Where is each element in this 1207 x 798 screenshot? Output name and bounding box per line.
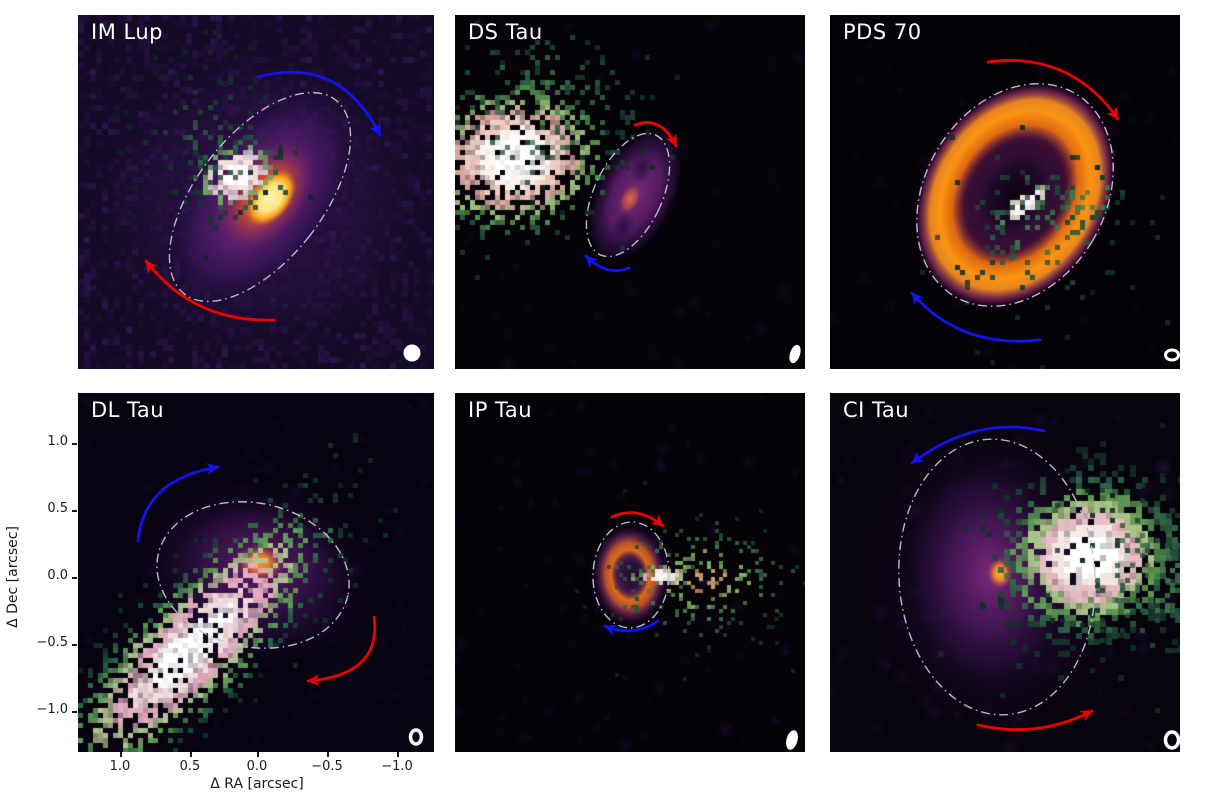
orbit-ellipse	[916, 83, 1114, 307]
orbit-ellipse	[898, 438, 1096, 716]
x-tick-mark	[397, 752, 399, 757]
x-tick-mark	[190, 752, 192, 757]
x-tick-label: −0.5	[311, 759, 343, 774]
orbit-ellipse	[585, 132, 671, 258]
rotation-arrow-red	[144, 259, 276, 322]
rotation-arrow-blue	[256, 70, 382, 137]
y-tick-mark	[72, 711, 77, 713]
x-axis-label: Δ RA [arcsec]	[210, 776, 304, 792]
rotation-arrow-red	[633, 121, 678, 148]
panel-title: DL Tau	[91, 398, 165, 422]
panel-overlay	[592, 511, 798, 750]
x-tick-label: 0.0	[246, 759, 268, 774]
beam-icon	[403, 344, 421, 362]
x-tick-mark	[120, 752, 122, 757]
rotation-arrow-blue	[910, 425, 1046, 465]
orbit-ellipse	[592, 521, 670, 629]
x-tick-label: 1.0	[109, 759, 131, 774]
panel-ci-tau: CI Tau	[830, 393, 1180, 752]
panel-title: PDS 70	[843, 20, 922, 44]
rotation-arrow-red	[306, 615, 377, 687]
panel-overlay	[584, 121, 801, 364]
rotation-arrow-blue	[910, 291, 1042, 343]
beam-icon	[408, 728, 424, 746]
panel-overlay	[136, 462, 424, 746]
rotation-arrow-blue	[584, 254, 631, 273]
rotation-arrow-red	[610, 511, 665, 528]
x-tick-mark	[257, 752, 259, 757]
rotation-arrow-blue	[603, 619, 660, 636]
disk-image-canvas	[830, 15, 1180, 369]
panel-ds-tau: DS Tau	[455, 15, 805, 369]
x-tick-mark	[327, 752, 329, 757]
beam-icon	[786, 730, 798, 750]
panel-title: IM Lup	[91, 20, 163, 44]
beam-icon	[789, 344, 801, 364]
disk-image-canvas	[830, 393, 1180, 752]
beam-icon	[1164, 348, 1180, 362]
y-tick-label: −1.0	[36, 702, 68, 717]
disk-image-canvas	[78, 393, 434, 752]
y-tick-label: −0.5	[36, 635, 68, 650]
y-tick-label: 0.0	[47, 568, 68, 583]
panel-overlay	[898, 425, 1180, 750]
panel-im-lup: IM Lup	[78, 15, 434, 369]
panel-overlay	[910, 59, 1180, 362]
y-tick-label: 0.5	[47, 501, 68, 516]
y-tick-mark	[72, 644, 77, 646]
panel-pds-70: PDS 70	[830, 15, 1180, 369]
panel-title: IP Tau	[468, 398, 533, 422]
rotation-arrow-red	[986, 59, 1120, 121]
rotation-arrow-red	[976, 709, 1094, 732]
y-tick-mark	[72, 510, 77, 512]
disk-image-canvas	[78, 15, 434, 369]
beam-icon	[1163, 730, 1180, 750]
panel-title: CI Tau	[843, 398, 910, 422]
y-tick-mark	[72, 443, 77, 445]
y-tick-mark	[72, 577, 77, 579]
panel-dl-tau: DL Tau	[78, 393, 434, 752]
panel-title: DS Tau	[468, 20, 543, 44]
y-tick-label: 1.0	[47, 434, 68, 449]
orbit-ellipse	[168, 91, 352, 303]
x-tick-label: 0.5	[179, 759, 201, 774]
x-tick-label: −1.0	[381, 759, 413, 774]
disk-image-canvas	[455, 15, 805, 369]
disk-image-canvas	[455, 393, 805, 752]
rotation-arrow-blue	[136, 462, 220, 543]
orbit-ellipse	[156, 501, 350, 649]
panel-ip-tau: IP Tau	[455, 393, 805, 752]
panel-overlay	[144, 70, 421, 362]
